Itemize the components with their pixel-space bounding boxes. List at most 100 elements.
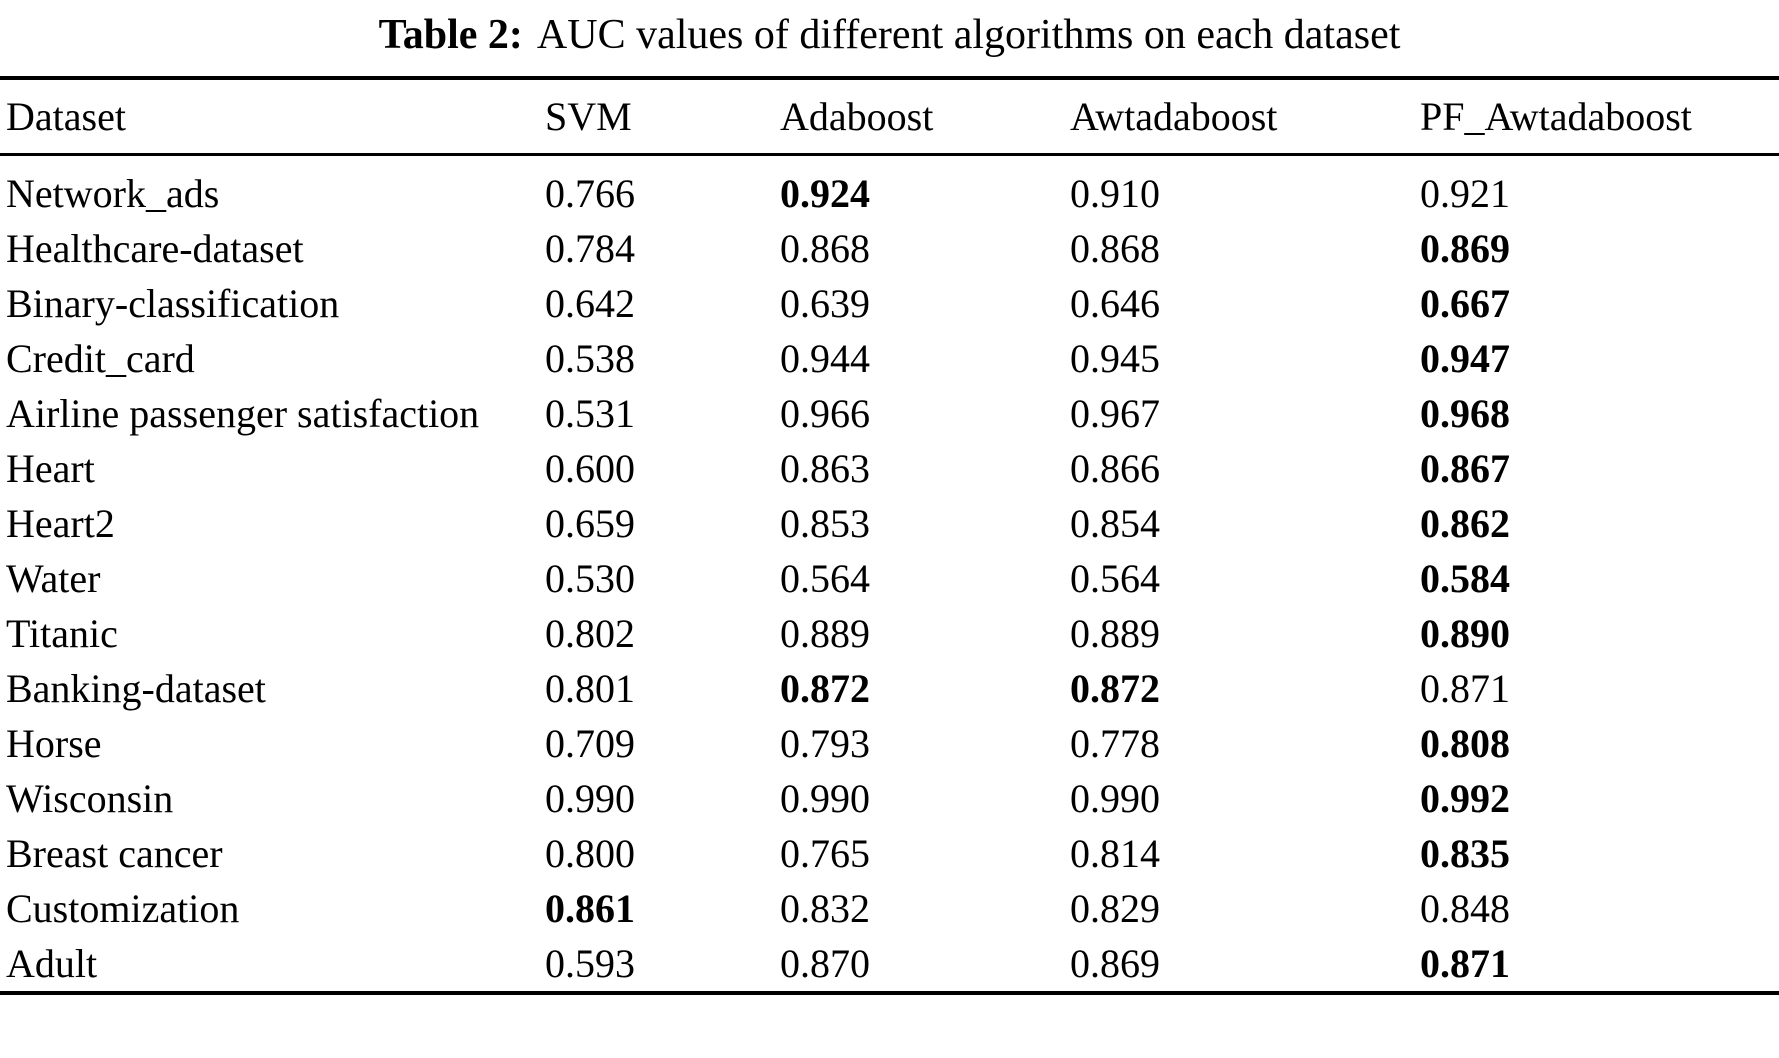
value-cell: 0.868 — [1070, 226, 1160, 271]
table-row: Breast cancer 0.800 0.765 0.814 0.835 — [0, 826, 1779, 881]
column-header-adaboost: Adaboost — [780, 94, 934, 139]
table-caption-label: Table 2: — [378, 12, 523, 58]
table-row: Heart 0.600 0.863 0.866 0.867 — [0, 441, 1779, 496]
value-cell: 0.871 — [1420, 941, 1510, 986]
table-row: Healthcare-dataset 0.784 0.868 0.868 0.869 — [0, 221, 1779, 276]
value-cell: 0.814 — [1070, 831, 1160, 876]
value-cell: 0.829 — [1070, 886, 1160, 931]
dataset-cell: Water — [6, 556, 101, 601]
value-cell: 0.808 — [1420, 721, 1510, 766]
value-cell: 0.778 — [1070, 721, 1160, 766]
value-cell: 0.765 — [780, 831, 870, 876]
value-cell: 0.990 — [545, 776, 635, 821]
value-cell: 0.639 — [780, 281, 870, 326]
value-cell: 0.868 — [780, 226, 870, 271]
value-cell: 0.538 — [545, 336, 635, 381]
value-cell: 0.863 — [780, 446, 870, 491]
value-cell: 0.646 — [1070, 281, 1160, 326]
dataset-cell: Network_ads — [6, 171, 220, 216]
value-cell: 0.709 — [545, 721, 635, 766]
table-body: Network_ads 0.766 0.924 0.910 0.921 Healthcar… — [0, 156, 1779, 991]
value-cell: 0.944 — [780, 336, 870, 381]
value-cell: 0.800 — [545, 831, 635, 876]
value-cell: 0.848 — [1420, 886, 1510, 931]
value-cell: 0.866 — [1070, 446, 1160, 491]
value-cell: 0.667 — [1420, 281, 1510, 326]
table-row: Network_ads 0.766 0.924 0.910 0.921 — [0, 166, 1779, 221]
value-cell: 0.910 — [1070, 171, 1160, 216]
table-row: Binary-classification 0.642 0.639 0.646 0.66… — [0, 276, 1779, 331]
dataset-cell: Customization — [6, 886, 240, 931]
value-cell: 0.835 — [1420, 831, 1510, 876]
value-cell: 0.872 — [780, 666, 870, 711]
value-cell: 0.862 — [1420, 501, 1510, 546]
table-header-row: Dataset SVM Adaboost Awtadaboost PF_Awta… — [0, 80, 1779, 153]
dataset-cell: Banking-dataset — [6, 666, 266, 711]
dataset-cell: Heart2 — [6, 501, 115, 546]
value-cell: 0.784 — [545, 226, 635, 271]
value-cell: 0.854 — [1070, 501, 1160, 546]
dataset-cell: Airline passenger satisfaction — [6, 391, 480, 436]
value-cell: 0.870 — [780, 941, 870, 986]
table-header-rule — [0, 153, 1779, 156]
value-cell: 0.832 — [780, 886, 870, 931]
value-cell: 0.966 — [780, 391, 870, 436]
value-cell: 0.924 — [780, 171, 870, 216]
dataset-cell: Wisconsin — [6, 776, 174, 821]
value-cell: 0.766 — [545, 171, 635, 216]
table-top-rule — [0, 76, 1779, 80]
value-cell: 0.990 — [1070, 776, 1160, 821]
value-cell: 0.531 — [545, 391, 635, 436]
value-cell: 0.889 — [780, 611, 870, 656]
dataset-cell: Breast cancer — [6, 831, 223, 876]
table-caption-text: AUC values of different algorithms on ea… — [536, 12, 1401, 58]
value-cell: 0.802 — [545, 611, 635, 656]
value-cell: 0.967 — [1070, 391, 1160, 436]
dataset-cell: Healthcare-dataset — [6, 226, 304, 271]
value-cell: 0.889 — [1070, 611, 1160, 656]
table-row: Wisconsin 0.990 0.990 0.990 0.992 — [0, 771, 1779, 826]
value-cell: 0.872 — [1070, 666, 1160, 711]
table-row: Banking-dataset 0.801 0.872 0.872 0.871 — [0, 661, 1779, 716]
value-cell: 0.853 — [780, 501, 870, 546]
table-row: Heart2 0.659 0.853 0.854 0.862 — [0, 496, 1779, 551]
dataset-cell: Titanic — [6, 611, 118, 656]
value-cell: 0.990 — [780, 776, 870, 821]
value-cell: 0.945 — [1070, 336, 1160, 381]
value-cell: 0.793 — [780, 721, 870, 766]
value-cell: 0.867 — [1420, 446, 1510, 491]
value-cell: 0.992 — [1420, 776, 1510, 821]
table-row: Adult 0.593 0.870 0.869 0.871 — [0, 936, 1779, 991]
value-cell: 0.600 — [545, 446, 635, 491]
column-header-pf-awtadaboost: PF_Awtadaboost — [1420, 94, 1692, 139]
value-cell: 0.871 — [1420, 666, 1510, 711]
table-row: Water 0.530 0.564 0.564 0.584 — [0, 551, 1779, 606]
dataset-cell: Adult — [6, 941, 98, 986]
value-cell: 0.659 — [545, 501, 635, 546]
table-bottom-rule — [0, 991, 1779, 995]
value-cell: 0.861 — [545, 886, 635, 931]
value-cell: 0.584 — [1420, 556, 1510, 601]
value-cell: 0.530 — [545, 556, 635, 601]
column-header-dataset: Dataset — [6, 94, 126, 139]
value-cell: 0.869 — [1420, 226, 1510, 271]
value-cell: 0.869 — [1070, 941, 1160, 986]
table-row: Airline passenger satisfaction 0.531 0.966… — [0, 386, 1779, 441]
value-cell: 0.564 — [780, 556, 870, 601]
dataset-cell: Binary-classification — [6, 281, 340, 326]
value-cell: 0.593 — [545, 941, 635, 986]
value-cell: 0.801 — [545, 666, 635, 711]
table-row: Horse 0.709 0.793 0.778 0.808 — [0, 716, 1779, 771]
dataset-cell: Horse — [6, 721, 102, 766]
value-cell: 0.642 — [545, 281, 635, 326]
dataset-cell: Credit_card — [6, 336, 195, 381]
table-row: Credit_card 0.538 0.944 0.945 0.947 — [0, 331, 1779, 386]
dataset-cell: Heart — [6, 446, 95, 491]
table-row: Customization 0.861 0.832 0.829 0.848 — [0, 881, 1779, 936]
column-header-svm: SVM — [545, 94, 632, 139]
column-header-awtadaboost: Awtadaboost — [1070, 94, 1278, 139]
table-caption: Table 2: AUC values of different algorith… — [0, 0, 1779, 76]
table-row: Titanic 0.802 0.889 0.889 0.890 — [0, 606, 1779, 661]
value-cell: 0.890 — [1420, 611, 1510, 656]
